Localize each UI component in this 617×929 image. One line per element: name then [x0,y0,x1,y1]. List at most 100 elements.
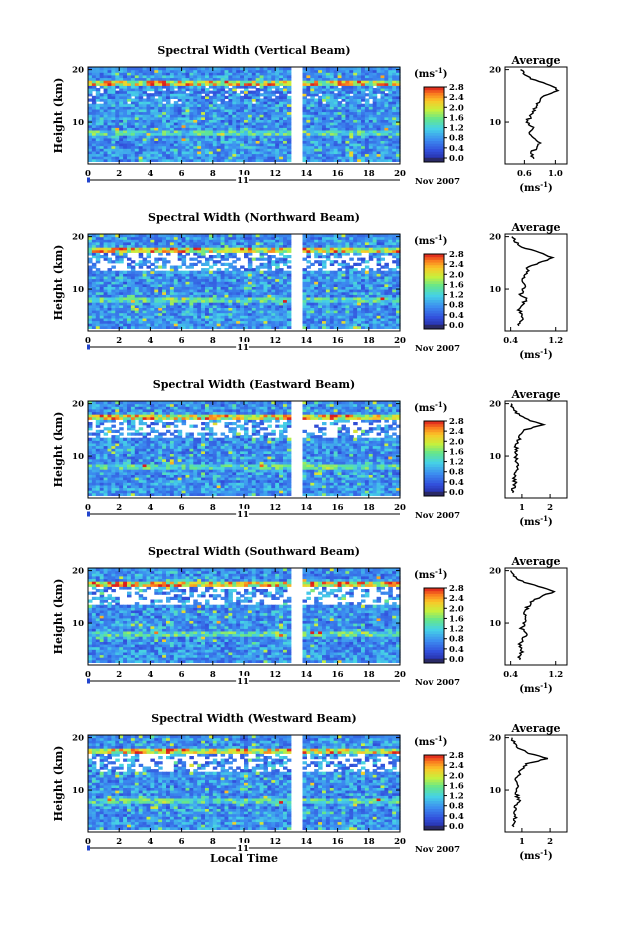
heatmap-cell [127,98,132,102]
heatmap-cell [158,67,163,71]
heatmap-cell [267,119,272,123]
heatmap-cell [322,135,327,139]
heatmap-cell [220,74,226,79]
heatmap-cell [111,137,116,141]
heatmap-cell [119,108,124,113]
heatmap-cell [205,137,210,141]
heatmap-cell [158,148,163,152]
heatmap-cell [189,122,194,126]
heatmap-cell [205,148,210,152]
heatmap-cell [341,140,346,144]
heatmap-cell [111,310,116,314]
heatmap-cell [376,101,382,105]
heatmap-cell [134,95,140,99]
heatmap-cell [271,74,276,79]
heatmap-cell [329,103,335,107]
heatmap-cell [88,304,93,308]
heatmap-cell [123,255,128,259]
heatmap-cell [103,273,109,277]
heatmap-cell [368,132,374,136]
heatmap-cell [91,85,97,89]
heatmap-cell [380,103,385,107]
heatmap-cell [201,80,206,84]
heatmap-cell [329,129,335,134]
heatmap-cell [154,67,159,71]
heatmap-cell [123,239,128,243]
heatmap-cell [154,150,159,155]
heatmap-cell [376,129,382,134]
heatmap-cell [236,257,241,261]
heatmap-cell [205,98,210,102]
heatmap-cell [361,114,366,118]
heatmap-cell [138,156,144,160]
heatmap-cell [349,95,354,99]
heatmap-cell [162,106,167,110]
heatmap-cell [337,124,343,128]
heatmap-cell [111,302,116,306]
heatmap-cell [361,72,366,76]
colorbar-frame [423,86,445,163]
heatmap-cell [279,145,284,149]
heatmap-cell [372,72,378,76]
heatmap-cell [396,135,401,139]
heatmap-cell [306,156,311,160]
heatmap-cell [384,135,389,139]
heatmap-cell [146,156,151,160]
heatmap-cell [376,140,382,144]
heatmap-cell [283,153,288,157]
heatmap-cell [345,129,350,134]
heatmap-cell [123,98,128,102]
heatmap-cell [279,80,284,84]
heatmap-cell [392,150,397,155]
heatmap-cell [325,88,331,92]
heatmap-cell [275,145,280,149]
heatmap-cell [279,127,284,131]
heatmap-cell [150,158,155,162]
heatmap-cell [376,143,382,147]
heatmap-cell [322,74,327,79]
heatmap-cell [173,153,179,157]
heatmap-cell [325,98,331,102]
heatmap-cell [201,145,206,149]
heatmap-cell [193,270,198,274]
heatmap-cell [361,111,366,115]
heatmap-cell [208,74,214,79]
heatmap-cell [247,114,253,118]
heatmap-cell [103,106,109,110]
heatmap-cell [95,153,101,157]
heatmap-cell [259,77,265,81]
heatmap-cell [353,124,358,128]
heatmap-cell [91,307,97,311]
heatmap-cell [368,143,374,147]
heatmap-cell [177,127,183,131]
heatmap-cell [99,77,105,81]
heatmap-cell [119,299,124,303]
heatmap-cell [388,88,393,92]
heatmap-cell [146,95,151,99]
heatmap-cell [127,156,132,160]
heatmap-cell [345,145,350,149]
heatmap-cell [349,145,354,149]
heatmap-cell [392,148,397,152]
heatmap-cell [259,122,265,126]
heatmap-cell [127,132,132,136]
heatmap-cell [279,72,284,76]
heatmap-cell [95,156,101,160]
heatmap-cell [130,294,136,298]
heatmap-cell [181,77,187,81]
heatmap-cell [364,80,370,84]
heatmap-cell [271,153,276,157]
heatmap-cell [384,124,389,128]
heatmap-cell [95,122,101,126]
heatmap-cell [302,80,307,84]
heatmap-cell [123,325,128,329]
heatmap-cell [158,80,163,84]
heatmap-cell [123,106,128,110]
heatmap-cell [372,95,378,99]
heatmap-cell [392,140,397,144]
heatmap-cell [372,101,378,105]
heatmap-cell [99,255,105,259]
heatmap-cell [166,103,171,107]
heatmap-cell [127,270,132,274]
heatmap-cell [244,140,249,144]
